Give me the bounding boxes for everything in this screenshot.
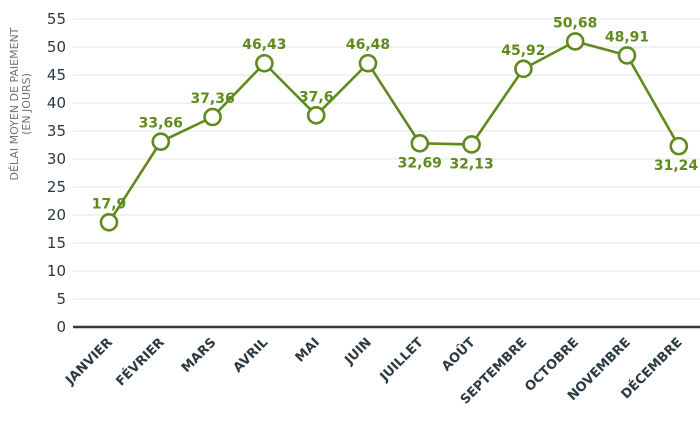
y-tick-label: 45	[47, 66, 66, 84]
data-point	[358, 53, 378, 73]
x-tick-label: AOÛT	[438, 334, 478, 374]
x-tick-label: MAI	[293, 335, 323, 365]
data-label: 50,68	[553, 15, 597, 31]
y-axis-ticks: 0 5 10 15 20 25 30 35 40 45 50 55	[47, 10, 66, 336]
x-tick-label: FÉVRIER	[113, 335, 168, 390]
x-tick-label: MARS	[179, 335, 220, 376]
data-point	[306, 106, 326, 125]
data-label: 33,66	[139, 116, 183, 132]
x-tick-label: JUILLET	[377, 335, 427, 385]
data-point	[410, 134, 430, 153]
y-tick-label: 5	[56, 290, 66, 308]
y-tick-label: 15	[47, 234, 66, 252]
y-tick-label: 25	[47, 178, 66, 196]
data-labels: 17,9 33,66 37,36 46,43 37,6 46,48 32,69 32,13 45…	[92, 15, 699, 212]
y-tick-label: 0	[56, 318, 66, 336]
y-axis-label-line-1: DÉLAI MOYEN DE PAIEMENT	[8, 27, 21, 180]
data-point	[462, 135, 481, 154]
data-point	[669, 136, 689, 156]
y-tick-label: 30	[47, 150, 66, 168]
series-layer	[99, 32, 689, 232]
series-line	[107, 40, 680, 223]
data-label: 46,43	[242, 37, 286, 53]
data-label: 17,9	[92, 196, 127, 212]
y-tick-label: 50	[47, 38, 66, 56]
data-label: 32,69	[398, 155, 442, 171]
data-point	[255, 53, 274, 73]
y-axis-label: DÉLAI MOYEN DE PAIEMENT (EN JOURS)	[8, 27, 33, 180]
data-label: 37,6	[299, 89, 334, 105]
data-point	[617, 46, 637, 65]
data-label: 32,13	[449, 156, 493, 172]
y-tick-label: 40	[47, 94, 66, 112]
data-label: 31,24	[654, 158, 699, 174]
data-point	[203, 107, 222, 127]
data-point	[514, 59, 533, 79]
x-tick-label: AVRIL	[231, 335, 272, 376]
data-label: 48,91	[605, 29, 649, 45]
data-label: 46,48	[346, 37, 390, 53]
y-axis-label-line-2: (EN JOURS)	[20, 73, 33, 135]
data-label: 37,36	[190, 91, 234, 107]
y-tick-label: 10	[47, 262, 66, 280]
y-tick-label: 20	[47, 206, 66, 224]
y-tick-label: 55	[47, 10, 66, 28]
y-tick-label: 35	[47, 122, 66, 140]
x-tick-label: JUIN	[342, 335, 375, 368]
data-point	[99, 212, 119, 232]
data-label: 45,92	[501, 43, 545, 59]
gridlines	[73, 18, 700, 300]
data-point	[565, 32, 585, 51]
data-point	[151, 132, 171, 151]
x-tick-label: JANVIER	[62, 335, 115, 388]
